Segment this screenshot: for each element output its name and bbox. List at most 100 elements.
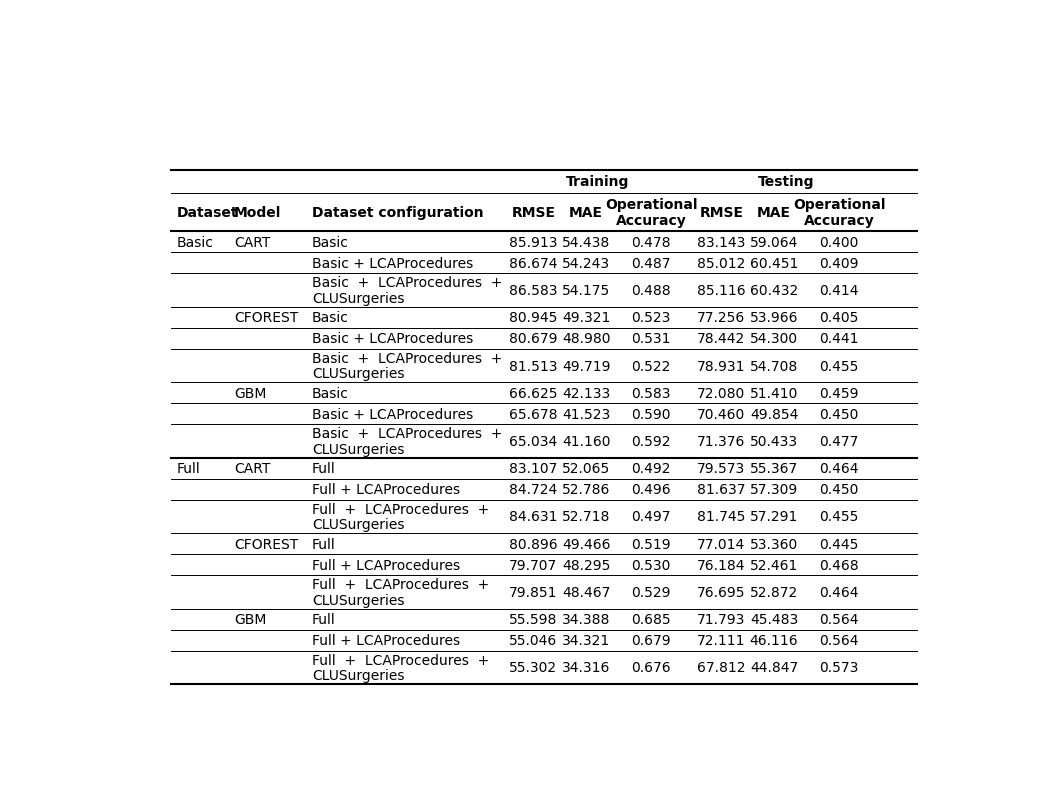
Text: 79.851: 79.851 bbox=[510, 585, 558, 599]
Text: Full  +  LCAProcedures  +: Full + LCAProcedures + bbox=[312, 653, 490, 666]
Text: Operational
Accuracy: Operational Accuracy bbox=[605, 198, 697, 228]
Text: 0.519: 0.519 bbox=[631, 537, 671, 551]
Text: 0.450: 0.450 bbox=[820, 407, 859, 421]
Text: 0.450: 0.450 bbox=[820, 483, 859, 496]
Text: 72.111: 72.111 bbox=[697, 634, 746, 647]
Text: 0.487: 0.487 bbox=[631, 257, 671, 270]
Text: 0.455: 0.455 bbox=[820, 510, 859, 524]
Text: 0.676: 0.676 bbox=[631, 661, 671, 674]
Text: 77.256: 77.256 bbox=[697, 311, 746, 325]
Text: 81.513: 81.513 bbox=[510, 359, 558, 373]
Text: Operational
Accuracy: Operational Accuracy bbox=[793, 198, 885, 228]
Text: Training: Training bbox=[567, 175, 630, 189]
Text: 34.388: 34.388 bbox=[562, 612, 610, 626]
Text: 83.143: 83.143 bbox=[697, 236, 746, 249]
Text: Basic: Basic bbox=[312, 387, 348, 400]
Text: 0.531: 0.531 bbox=[631, 332, 671, 346]
Text: 77.014: 77.014 bbox=[697, 537, 746, 551]
Text: 0.497: 0.497 bbox=[631, 510, 671, 524]
Text: 85.913: 85.913 bbox=[510, 236, 558, 249]
Text: 53.360: 53.360 bbox=[750, 537, 799, 551]
Text: 71.376: 71.376 bbox=[697, 435, 746, 448]
Text: 0.529: 0.529 bbox=[631, 585, 671, 599]
Text: 81.637: 81.637 bbox=[697, 483, 746, 496]
Text: Full + LCAProcedures: Full + LCAProcedures bbox=[312, 634, 460, 647]
Text: CLUSurgeries: CLUSurgeries bbox=[312, 593, 404, 607]
Text: 80.945: 80.945 bbox=[510, 311, 557, 325]
Text: 53.966: 53.966 bbox=[750, 311, 799, 325]
Text: 41.523: 41.523 bbox=[562, 407, 610, 421]
Text: 45.483: 45.483 bbox=[750, 612, 799, 626]
Text: 79.573: 79.573 bbox=[697, 462, 746, 476]
Text: CFOREST: CFOREST bbox=[234, 537, 299, 551]
Text: 42.133: 42.133 bbox=[562, 387, 610, 400]
Text: 86.583: 86.583 bbox=[510, 284, 558, 298]
Text: 54.300: 54.300 bbox=[750, 332, 799, 346]
Text: Model: Model bbox=[234, 206, 282, 220]
Text: 0.477: 0.477 bbox=[820, 435, 859, 448]
Text: 65.678: 65.678 bbox=[510, 407, 558, 421]
Text: 78.931: 78.931 bbox=[697, 359, 746, 373]
Text: Basic + LCAProcedures: Basic + LCAProcedures bbox=[312, 332, 473, 346]
Text: 80.896: 80.896 bbox=[509, 537, 558, 551]
Text: Full  +  LCAProcedures  +: Full + LCAProcedures + bbox=[312, 577, 490, 591]
Text: 49.854: 49.854 bbox=[750, 407, 799, 421]
Text: Basic: Basic bbox=[312, 311, 348, 325]
Text: 55.302: 55.302 bbox=[510, 661, 557, 674]
Text: 48.467: 48.467 bbox=[562, 585, 610, 599]
Text: 70.460: 70.460 bbox=[697, 407, 746, 421]
Text: 0.523: 0.523 bbox=[631, 311, 671, 325]
Text: 52.065: 52.065 bbox=[562, 462, 610, 476]
Text: 0.464: 0.464 bbox=[820, 585, 859, 599]
Text: 0.459: 0.459 bbox=[820, 387, 859, 400]
Text: 46.116: 46.116 bbox=[750, 634, 799, 647]
Text: 0.400: 0.400 bbox=[820, 236, 859, 249]
Text: 55.046: 55.046 bbox=[510, 634, 557, 647]
Text: Full + LCAProcedures: Full + LCAProcedures bbox=[312, 558, 460, 572]
Text: Full: Full bbox=[312, 537, 335, 551]
Text: MAE: MAE bbox=[569, 206, 603, 220]
Text: 48.295: 48.295 bbox=[562, 558, 610, 572]
Text: 0.409: 0.409 bbox=[820, 257, 859, 270]
Text: 59.064: 59.064 bbox=[750, 236, 799, 249]
Text: 0.679: 0.679 bbox=[631, 634, 671, 647]
Text: 0.492: 0.492 bbox=[631, 462, 671, 476]
Text: 84.724: 84.724 bbox=[510, 483, 557, 496]
Text: CLUSurgeries: CLUSurgeries bbox=[312, 367, 404, 381]
Text: 52.786: 52.786 bbox=[562, 483, 610, 496]
Text: 41.160: 41.160 bbox=[562, 435, 610, 448]
Text: 0.468: 0.468 bbox=[820, 558, 859, 572]
Text: 66.625: 66.625 bbox=[510, 387, 558, 400]
Text: 0.414: 0.414 bbox=[820, 284, 859, 298]
Text: 72.080: 72.080 bbox=[697, 387, 746, 400]
Text: 85.116: 85.116 bbox=[697, 284, 746, 298]
Text: 0.592: 0.592 bbox=[631, 435, 671, 448]
Text: Basic + LCAProcedures: Basic + LCAProcedures bbox=[312, 407, 473, 421]
Text: 57.291: 57.291 bbox=[750, 510, 799, 524]
Text: RMSE: RMSE bbox=[512, 206, 555, 220]
Text: CART: CART bbox=[234, 236, 270, 249]
Text: 54.175: 54.175 bbox=[562, 284, 610, 298]
Text: CLUSurgeries: CLUSurgeries bbox=[312, 442, 404, 456]
Text: 60.451: 60.451 bbox=[750, 257, 799, 270]
Text: 81.745: 81.745 bbox=[697, 510, 746, 524]
Text: 44.847: 44.847 bbox=[750, 661, 799, 674]
Text: 76.695: 76.695 bbox=[697, 585, 746, 599]
Text: 67.812: 67.812 bbox=[697, 661, 746, 674]
Text: MAE: MAE bbox=[757, 206, 791, 220]
Text: 76.184: 76.184 bbox=[697, 558, 746, 572]
Text: 49.321: 49.321 bbox=[562, 311, 610, 325]
Text: 54.708: 54.708 bbox=[750, 359, 799, 373]
Text: GBM: GBM bbox=[234, 612, 267, 626]
Text: Full: Full bbox=[177, 462, 200, 476]
Text: CLUSurgeries: CLUSurgeries bbox=[312, 668, 404, 683]
Text: Full: Full bbox=[312, 612, 335, 626]
Text: Basic  +  LCAProcedures  +: Basic + LCAProcedures + bbox=[312, 276, 502, 290]
Text: CLUSurgeries: CLUSurgeries bbox=[312, 517, 404, 532]
Text: 78.442: 78.442 bbox=[697, 332, 746, 346]
Text: 49.719: 49.719 bbox=[562, 359, 610, 373]
Text: 71.793: 71.793 bbox=[697, 612, 746, 626]
Text: 0.522: 0.522 bbox=[631, 359, 671, 373]
Text: 83.107: 83.107 bbox=[510, 462, 557, 476]
Text: CLUSurgeries: CLUSurgeries bbox=[312, 291, 404, 306]
